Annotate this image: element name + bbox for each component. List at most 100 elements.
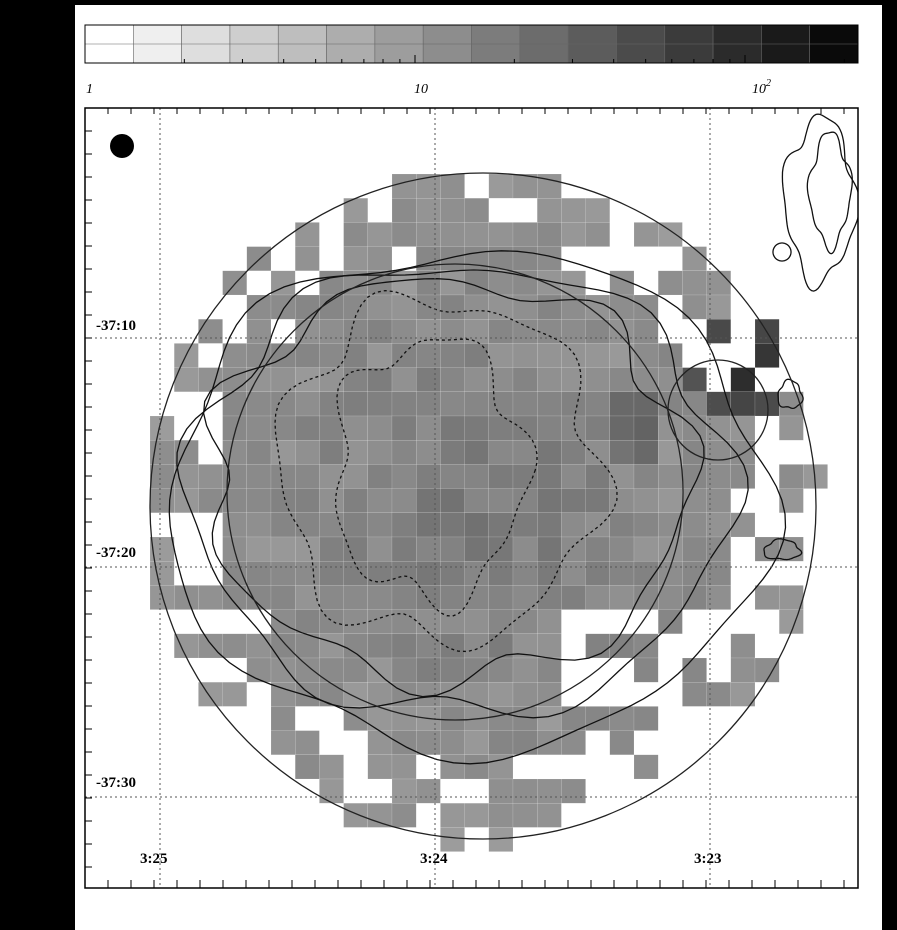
map-pixel [489,319,513,343]
map-pixel [344,803,368,827]
map-pixel [295,561,319,585]
map-pixel [634,537,658,561]
map-pixel [561,513,585,537]
map-pixel [440,610,464,634]
map-pixel [489,803,513,827]
map-pixel [392,585,416,609]
map-pixel [586,706,610,730]
map-pixel [271,634,295,658]
map-pixel [513,682,537,706]
map-pixel [416,731,440,755]
map-pixel [368,368,392,392]
map-pixel [513,392,537,416]
map-pixel [344,343,368,367]
map-pixel [586,561,610,585]
map-pixel [537,319,561,343]
map-pixel [247,464,271,488]
map-pixel [779,585,803,609]
map-pixel [610,368,634,392]
map-pixel [731,440,755,464]
map-pixel [658,271,682,295]
map-pixel [658,440,682,464]
map-pixel [440,368,464,392]
map-pixel [319,561,343,585]
map-pixel [561,295,585,319]
map-pixel [465,682,489,706]
map-pixel [319,682,343,706]
map-pixel [489,464,513,488]
map-pixel [537,368,561,392]
map-pixel [416,610,440,634]
map-pixel [416,198,440,222]
map-pixel [561,731,585,755]
map-pixel [392,489,416,513]
map-pixel [295,610,319,634]
map-pixel [368,247,392,271]
map-pixel [513,513,537,537]
map-pixel [537,779,561,803]
map-pixel [489,779,513,803]
map-pixel [247,416,271,440]
dec-label: -37:20 [96,545,136,561]
map-pixel [489,343,513,367]
map-pixel [489,561,513,585]
map-pixel [416,222,440,246]
map-pixel [247,489,271,513]
map-pixel [295,489,319,513]
map-pixel [416,343,440,367]
ra-label: 3:24 [420,851,448,867]
map-pixel [368,731,392,755]
map-pixel [634,706,658,730]
map-pixel [247,319,271,343]
map-pixel [392,222,416,246]
map-pixel [416,658,440,682]
map-pixel [465,392,489,416]
map-pixel [368,755,392,779]
map-pixel [465,440,489,464]
map-pixel [658,537,682,561]
map-pixel [392,513,416,537]
map-pixel [731,368,755,392]
map-pixel [344,658,368,682]
map-pixel [440,295,464,319]
map-pixel [392,174,416,198]
map-pixel [634,319,658,343]
map-pixel [561,561,585,585]
map-pixel [295,343,319,367]
map-pixel [586,319,610,343]
map-pixel [682,561,706,585]
map-pixel [392,731,416,755]
map-pixel [465,634,489,658]
colorbar-label-exponent: 2 [766,78,771,89]
map-pixel [416,440,440,464]
map-pixel [198,319,222,343]
map-pixel [634,513,658,537]
map-pixel [271,731,295,755]
map-pixel [561,706,585,730]
map-pixel [682,247,706,271]
map-pixel [513,658,537,682]
map-pixel [634,755,658,779]
map-pixel [731,658,755,682]
map-pixel [295,247,319,271]
map-pixel [319,392,343,416]
map-pixel [537,585,561,609]
map-pixel [319,489,343,513]
map-pixel [368,392,392,416]
map-pixel [489,755,513,779]
map-pixel [368,634,392,658]
map-pixel [392,779,416,803]
map-pixel [368,803,392,827]
map-pixel [561,585,585,609]
map-pixel [513,561,537,585]
map-pixel [561,368,585,392]
map-pixel [440,222,464,246]
map-pixel [658,222,682,246]
map-pixel [271,706,295,730]
map-pixel [416,779,440,803]
map-pixel [271,368,295,392]
map-pixel [561,271,585,295]
map-pixel [440,392,464,416]
map-pixel [271,658,295,682]
page: 1 10 102 -37:10 -37:20 -37:30 3:25 3:24 … [0,0,897,930]
